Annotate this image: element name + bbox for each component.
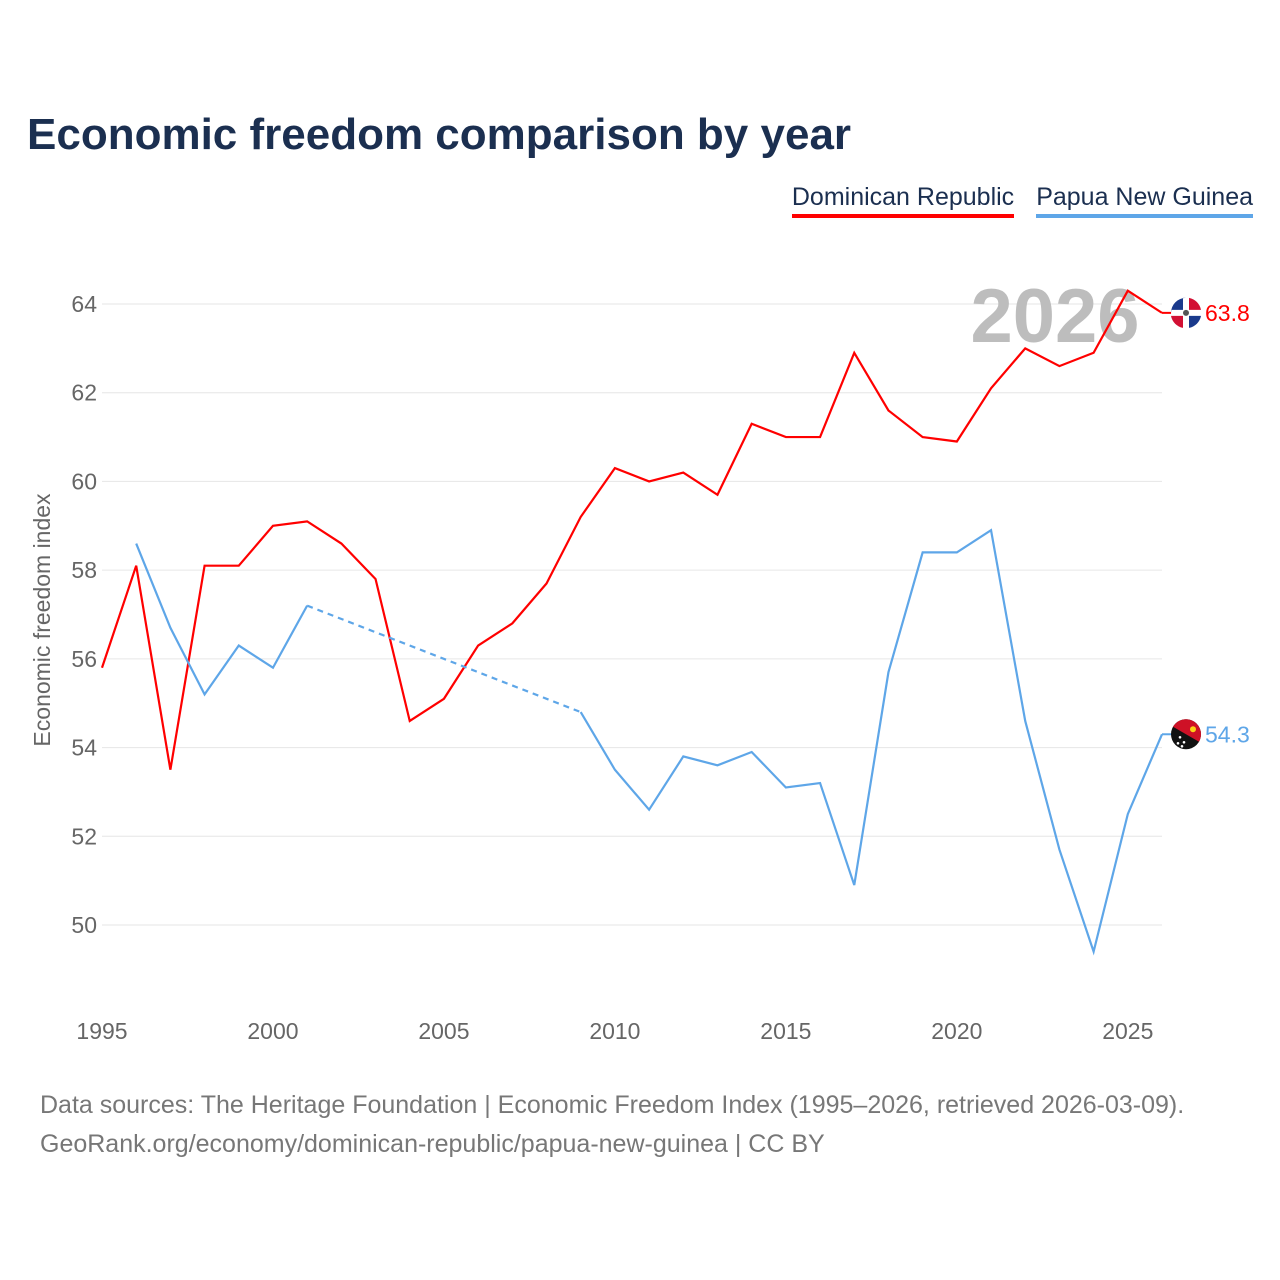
footer: Data sources: The Heritage Foundation | … — [40, 1086, 1184, 1164]
y-tick-label: 60 — [71, 468, 97, 494]
y-tick-label: 50 — [71, 912, 97, 938]
flag-icon-dominican-republic — [1171, 297, 1201, 328]
legend-item-papua-new-guinea[interactable]: Papua New Guinea — [1036, 183, 1253, 218]
series-line-papua-new-guinea — [135, 543, 309, 697]
x-tick-label: 2005 — [418, 1018, 469, 1044]
y-axis-label: Economic freedom index — [29, 493, 55, 747]
series-gap-papua-new-guinea — [306, 604, 582, 714]
y-tick-label: 52 — [71, 823, 97, 849]
end-value-label-dominican-republic: 63.8 — [1205, 300, 1250, 326]
source-note: Data sources: The Heritage Foundation | … — [40, 1091, 1185, 1119]
x-tick-label: 2015 — [760, 1018, 811, 1044]
flag-icon-papua-new-guinea — [1171, 719, 1201, 750]
chart-title: Economic freedom comparison by year — [27, 110, 852, 159]
y-tick-label: 64 — [71, 291, 97, 317]
x-tick-label: 2020 — [931, 1018, 982, 1044]
legend-item-dominican-republic[interactable]: Dominican Republic — [791, 183, 1015, 218]
x-tick-label: 2025 — [1102, 1018, 1153, 1044]
x-tick-label: 2010 — [589, 1018, 640, 1044]
y-tick-label: 62 — [71, 380, 97, 406]
y-tick-label: 54 — [71, 735, 97, 761]
series-line-papua-new-guinea — [579, 528, 1164, 956]
source-link[interactable]: GeoRank.org/economy/dominican-republic/p… — [40, 1130, 825, 1158]
y-tick-label: 56 — [71, 646, 97, 672]
legend: Dominican Republic Papua New Guinea — [791, 183, 1253, 218]
y-tick-label: 58 — [71, 557, 97, 583]
series-line-dominican-republic — [100, 289, 1163, 770]
year-watermark: 2026 — [970, 274, 1139, 359]
end-value-label-papua-new-guinea: 54.3 — [1205, 721, 1250, 747]
x-tick-label: 1995 — [76, 1018, 127, 1044]
x-tick-label: 2000 — [247, 1018, 298, 1044]
